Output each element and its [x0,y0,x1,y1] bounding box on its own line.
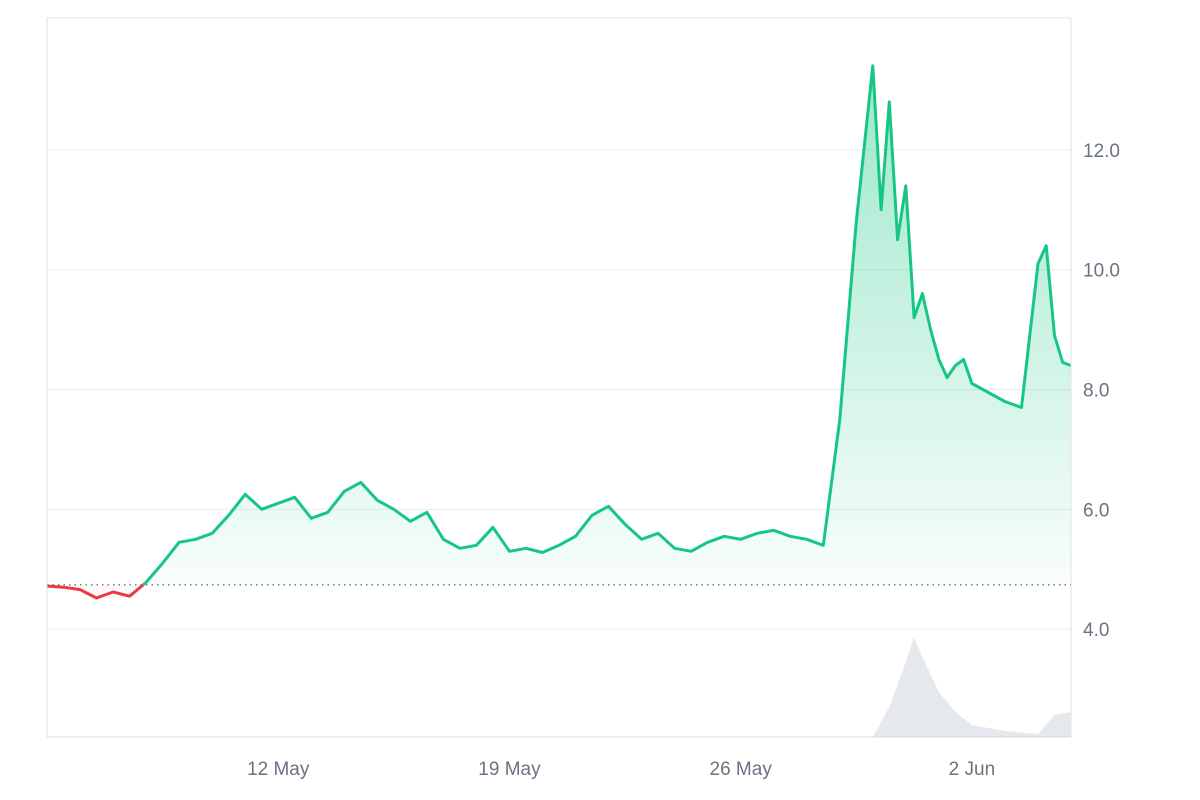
price-point [657,532,659,534]
price-point [376,499,378,501]
x-tick-label: 19 May [478,759,541,780]
price-point [789,535,791,537]
price-point [541,551,543,553]
price-point [921,292,923,294]
price-point [574,535,576,537]
price-point [640,538,642,540]
price-point [740,538,742,540]
price-point [95,597,97,599]
price-point [525,547,527,549]
price-point [1053,334,1055,336]
price-point [913,316,915,318]
price-point [426,511,428,513]
price-point [929,328,931,330]
price-point [228,514,230,516]
price-point [492,526,494,528]
price-point [558,544,560,546]
price-point [1004,400,1006,402]
price-point [194,538,196,540]
price-point [244,493,246,495]
price-point [756,532,758,534]
price-point [409,520,411,522]
price-point [806,538,808,540]
price-point [310,517,312,519]
price-point [1037,263,1039,265]
price-point [343,490,345,492]
price-point [673,547,675,549]
price-line-up [47,64,1071,585]
price-point [475,544,477,546]
price-point [888,101,890,103]
price-point [855,221,857,223]
price-point [723,535,725,537]
price-point [880,209,882,211]
volume-area [47,637,1071,737]
price-point [971,382,973,384]
price-point [839,418,841,420]
price-point [905,185,907,187]
price-point [277,502,279,504]
price-point [624,523,626,525]
price-point [938,358,940,360]
price-point [294,496,296,498]
price-point [62,586,64,588]
price-point [822,544,824,546]
price-point [79,588,81,590]
price-point [393,508,395,510]
price-point [145,581,147,583]
price-point [1045,245,1047,247]
price-point [773,529,775,531]
y-tick-label: 6.0 [1083,500,1109,521]
price-point [962,358,964,360]
price-point [987,391,989,393]
price-point [112,591,114,593]
price-point [946,376,948,378]
x-tick-label: 26 May [710,759,773,780]
price-point [161,562,163,564]
y-tick-label: 8.0 [1083,380,1109,401]
price-point [954,364,956,366]
price-point [508,550,510,552]
price-point [690,550,692,552]
price-point [1020,406,1022,408]
price-point [211,532,213,534]
price-point [360,481,362,483]
price-point [261,508,263,510]
price-area-up [47,65,1071,585]
price-point [442,538,444,540]
y-tick-label: 12.0 [1083,141,1120,162]
price-point [1062,361,1064,363]
price-point [128,595,130,597]
x-tick-label: 2 Jun [949,759,995,780]
price-point [178,541,180,543]
price-point [459,547,461,549]
price-point [607,505,609,507]
price-point [591,514,593,516]
y-tick-label: 4.0 [1083,620,1109,641]
price-point [327,511,329,513]
y-tick-label: 10.0 [1083,261,1120,282]
x-tick-label: 12 May [247,759,310,780]
price-point [896,239,898,241]
price-point [872,65,874,67]
price-point [706,541,708,543]
